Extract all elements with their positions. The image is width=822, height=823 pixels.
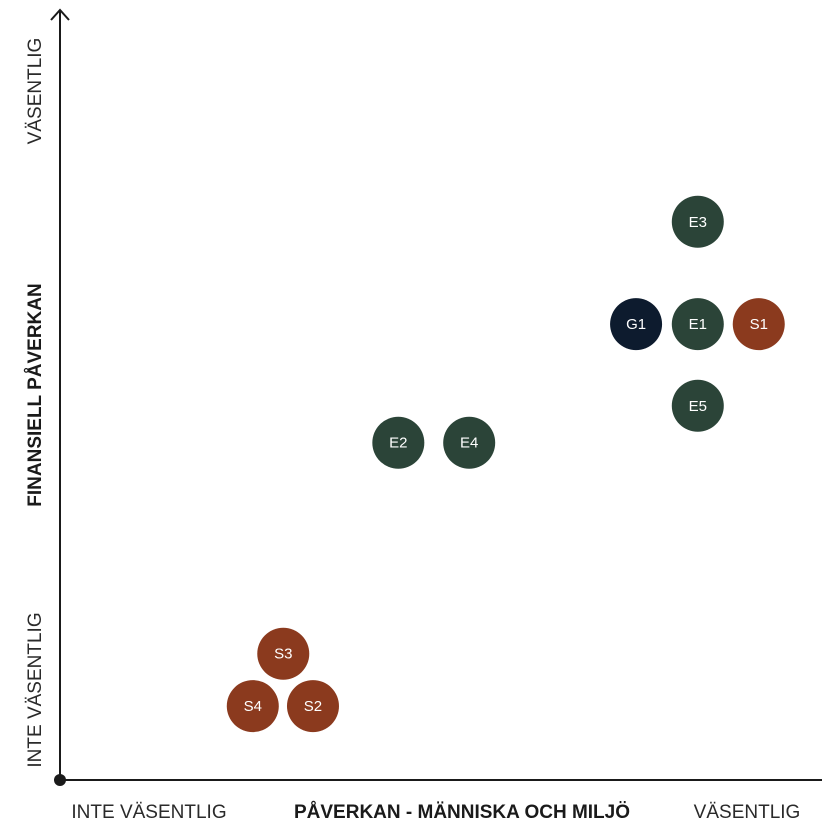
point-s3: S3 [257, 627, 310, 680]
point-e4: E4 [443, 416, 496, 469]
point-e5: E5 [671, 379, 724, 432]
y-axis-high-label: VÄSENTLIG [25, 38, 46, 145]
point-marker [226, 680, 279, 733]
point-e3: E3 [671, 195, 724, 248]
point-marker [671, 379, 724, 432]
x-axis-title: PÅVERKAN - MÄNNISKA OCH MILJÖ [294, 802, 630, 823]
point-label: G1 [626, 316, 646, 333]
point-marker [732, 298, 785, 351]
point-label: E2 [389, 435, 407, 452]
point-label: S2 [304, 698, 322, 715]
point-s1: S1 [732, 298, 785, 351]
point-e2: E2 [372, 416, 425, 469]
point-s2: S2 [286, 680, 339, 733]
y-axis-low-label: INTE VÄSENTLIG [25, 612, 46, 767]
point-marker [671, 195, 724, 248]
point-marker [610, 298, 663, 351]
y-axis-arrow-icon [50, 8, 70, 21]
point-label: S4 [244, 698, 262, 715]
point-e1: E1 [671, 298, 724, 351]
point-marker [286, 680, 339, 733]
point-marker [372, 416, 425, 469]
point-label: E5 [689, 398, 707, 415]
point-label: E1 [689, 316, 707, 333]
axis-origin-dot [54, 774, 66, 786]
y-axis-title: FINANSIELL PÅVERKAN [25, 283, 46, 506]
point-marker [443, 416, 496, 469]
point-label: E4 [460, 435, 478, 452]
data-points: E3 G1 E1 S1 E5 E2 E4 S3 S4 S2 [226, 195, 785, 733]
point-label: S3 [274, 646, 292, 663]
point-s4: S4 [226, 680, 279, 733]
point-g1: G1 [610, 298, 663, 351]
x-axis-low-label: INTE VÄSENTLIG [71, 802, 226, 823]
point-marker [257, 627, 310, 680]
point-label: E3 [689, 214, 707, 231]
point-label: S1 [750, 316, 768, 333]
point-marker [671, 298, 724, 351]
x-axis-high-label: VÄSENTLIG [694, 802, 801, 823]
